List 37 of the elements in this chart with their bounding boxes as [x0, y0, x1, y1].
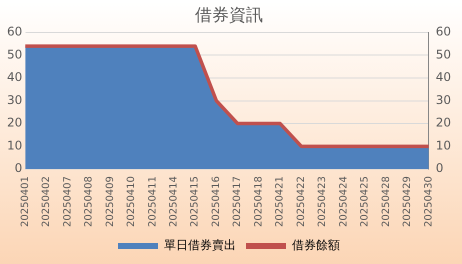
x-tick-label: 20250411 [147, 176, 158, 228]
x-tick-label: 20250424 [338, 176, 350, 228]
y-tick-label: 40 [6, 70, 22, 84]
y2-tick-label: 10 [436, 138, 452, 152]
y2-tick-label: 60 [436, 24, 452, 39]
x-tick-label: 20250416 [210, 176, 222, 228]
y-tick-label: 10 [6, 138, 22, 152]
y2-tick-label: 50 [436, 47, 452, 62]
x-tick-label: 20250407 [62, 176, 74, 228]
y2-tick-label: 40 [436, 70, 452, 84]
chart-title: 借券資訊 [195, 6, 263, 26]
y-tick-label: 20 [6, 116, 22, 130]
y-tick-label: 60 [6, 24, 22, 39]
x-tick-label: 20250421 [274, 176, 286, 228]
x-tick-label: 20250423 [317, 176, 328, 228]
x-tick-label: 20250430 [423, 176, 434, 228]
legend-label: 借券餘額 [292, 238, 340, 252]
x-tick-label: 20250410 [126, 176, 138, 228]
x-tick-label: 20250428 [380, 176, 392, 228]
x-tick-label: 20250429 [402, 176, 414, 228]
x-tick-label: 20250409 [104, 176, 116, 228]
x-tick-label: 20250415 [190, 176, 201, 228]
x-tick-label: 20250414 [168, 176, 180, 228]
x-tick-label: 20250402 [41, 176, 52, 228]
y2-tick-label: 20 [436, 116, 452, 130]
y-tick-label: 0 [14, 161, 22, 176]
legend-label: 單日借券賣出 [164, 238, 236, 252]
x-tick-label: 20250401 [20, 176, 31, 228]
x-tick-label: 20250425 [360, 176, 371, 228]
x-tick-label: 20250422 [296, 176, 307, 228]
y-tick-label: 30 [6, 92, 22, 107]
x-tick-label: 20250408 [84, 176, 95, 228]
x-tick-label: 20250417 [232, 176, 244, 228]
x-tick-label: 20250418 [253, 176, 264, 228]
y2-tick-label: 30 [436, 92, 452, 107]
y-tick-label: 50 [6, 47, 22, 62]
y2-tick-label: 0 [436, 161, 444, 176]
